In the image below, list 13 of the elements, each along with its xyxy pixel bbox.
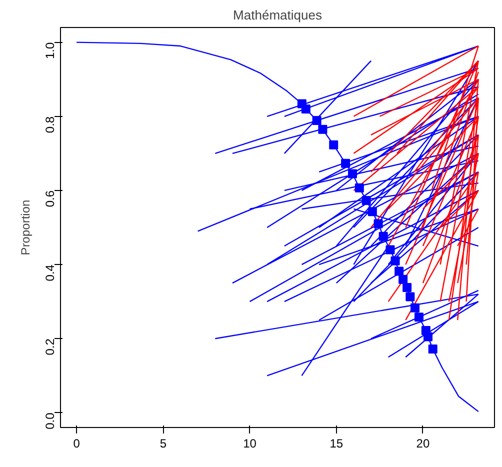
x-tick-label: 20: [416, 436, 430, 450]
y-tick-label: 0.0: [43, 412, 57, 430]
x-tick-label: 0: [73, 436, 80, 450]
y-tick-label: 0.2: [43, 338, 57, 356]
y-tick-label: 0.8: [43, 116, 57, 134]
y-axis-title: Proportion: [18, 200, 32, 256]
x-tick-label: 10: [243, 436, 257, 450]
x-tick-label: 15: [330, 436, 344, 450]
chart-title: Mathématiques: [233, 8, 322, 22]
y-tick-label: 0.6: [43, 190, 57, 208]
x-tick-label: 5: [160, 436, 167, 450]
y-tick-label: 0.4: [43, 264, 57, 282]
y-tick-label: 1.0: [43, 42, 57, 59]
